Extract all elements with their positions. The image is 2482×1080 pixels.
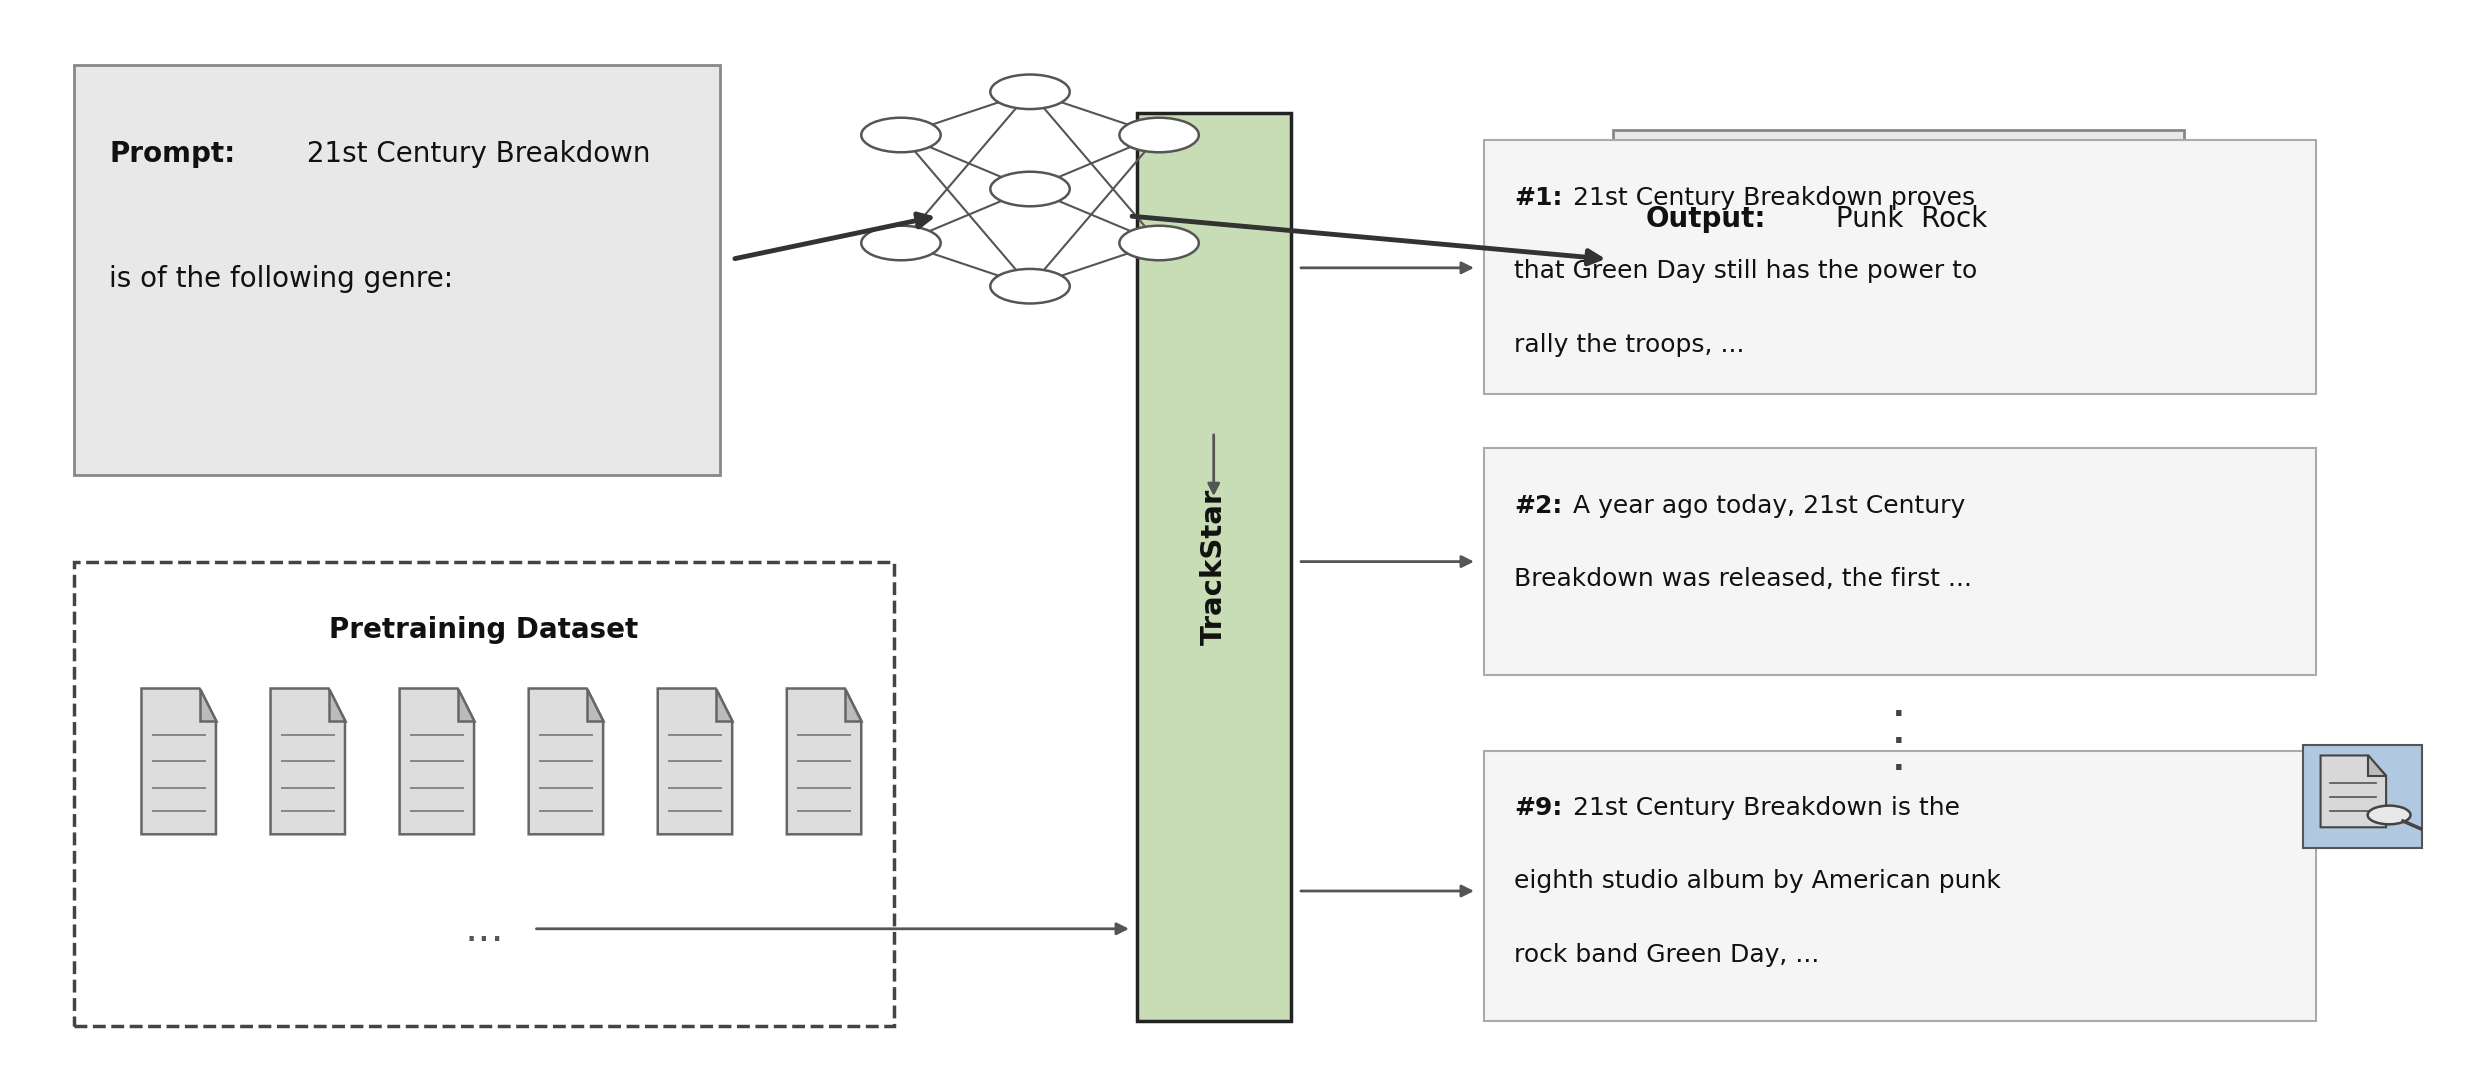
Polygon shape bbox=[199, 689, 216, 720]
Text: ...: ... bbox=[464, 908, 504, 949]
Polygon shape bbox=[787, 689, 861, 834]
Circle shape bbox=[861, 226, 941, 260]
FancyBboxPatch shape bbox=[1137, 113, 1291, 1021]
Polygon shape bbox=[658, 689, 732, 834]
Polygon shape bbox=[141, 689, 216, 834]
Polygon shape bbox=[271, 689, 345, 834]
FancyBboxPatch shape bbox=[1484, 140, 2316, 394]
FancyBboxPatch shape bbox=[1613, 130, 2184, 389]
Text: rally the troops, ...: rally the troops, ... bbox=[1514, 333, 1745, 356]
Polygon shape bbox=[400, 689, 474, 834]
Text: .: . bbox=[1894, 693, 1904, 721]
Circle shape bbox=[1119, 118, 1199, 152]
Circle shape bbox=[2368, 806, 2410, 824]
Polygon shape bbox=[2321, 756, 2385, 827]
Polygon shape bbox=[586, 689, 603, 720]
Polygon shape bbox=[2368, 756, 2385, 775]
Text: Breakdown was released, the first ...: Breakdown was released, the first ... bbox=[1514, 567, 1973, 591]
Circle shape bbox=[990, 75, 1070, 109]
Polygon shape bbox=[715, 689, 732, 720]
Circle shape bbox=[990, 172, 1070, 206]
Circle shape bbox=[1119, 226, 1199, 260]
Polygon shape bbox=[457, 689, 474, 720]
Text: that Green Day still has the power to: that Green Day still has the power to bbox=[1514, 259, 1978, 283]
Text: 21st Century Breakdown: 21st Century Breakdown bbox=[298, 140, 650, 168]
Circle shape bbox=[990, 269, 1070, 303]
Text: Output:: Output: bbox=[1646, 205, 1767, 233]
Text: is of the following genre:: is of the following genre: bbox=[109, 265, 454, 293]
FancyBboxPatch shape bbox=[1484, 448, 2316, 675]
Text: rock band Green Day, ...: rock band Green Day, ... bbox=[1514, 943, 1819, 967]
Text: .: . bbox=[1894, 747, 1904, 775]
Polygon shape bbox=[529, 689, 603, 834]
Circle shape bbox=[861, 118, 941, 152]
Text: #2:: #2: bbox=[1514, 494, 1561, 517]
Text: eighth studio album by American punk: eighth studio album by American punk bbox=[1514, 869, 2000, 893]
Text: #1:: #1: bbox=[1514, 186, 1561, 210]
Polygon shape bbox=[844, 689, 861, 720]
Text: 21st Century Breakdown is the: 21st Century Breakdown is the bbox=[1566, 796, 1961, 820]
Text: .: . bbox=[1894, 720, 1904, 748]
Text: Pretraining Dataset: Pretraining Dataset bbox=[330, 616, 638, 644]
FancyBboxPatch shape bbox=[1484, 751, 2316, 1021]
FancyBboxPatch shape bbox=[2303, 745, 2422, 848]
Polygon shape bbox=[328, 689, 345, 720]
FancyBboxPatch shape bbox=[74, 65, 720, 475]
Text: #9:: #9: bbox=[1514, 796, 1561, 820]
Text: TrackStar: TrackStar bbox=[1199, 489, 1229, 645]
Text: 21st Century Breakdown proves: 21st Century Breakdown proves bbox=[1566, 186, 1976, 210]
Text: Prompt:: Prompt: bbox=[109, 140, 236, 168]
Text: A year ago today, 21st Century: A year ago today, 21st Century bbox=[1566, 494, 1966, 517]
Text: Punk  Rock: Punk Rock bbox=[1827, 205, 1988, 233]
